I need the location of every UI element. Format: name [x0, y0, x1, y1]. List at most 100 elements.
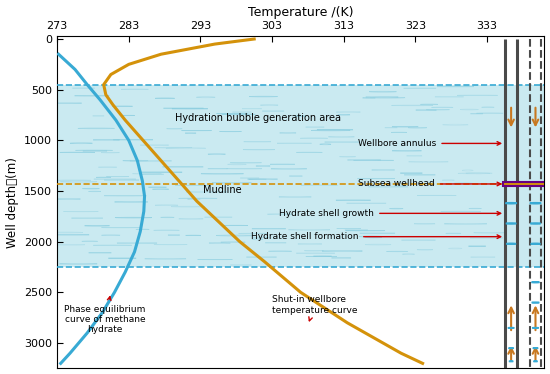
- Ellipse shape: [60, 181, 97, 182]
- Ellipse shape: [230, 162, 261, 163]
- Ellipse shape: [75, 95, 109, 96]
- Text: Mudline: Mudline: [202, 185, 241, 195]
- Ellipse shape: [228, 164, 246, 165]
- Ellipse shape: [432, 107, 453, 108]
- Ellipse shape: [289, 229, 330, 230]
- Text: Shut-in wellbore
temperature curve: Shut-in wellbore temperature curve: [272, 295, 358, 321]
- Ellipse shape: [279, 196, 311, 197]
- Text: Hydrate shell formation: Hydrate shell formation: [251, 232, 500, 241]
- Ellipse shape: [70, 143, 92, 144]
- Ellipse shape: [82, 188, 100, 189]
- Ellipse shape: [248, 179, 278, 180]
- Bar: [503, 182, 550, 186]
- Y-axis label: Well depth／(m): Well depth／(m): [6, 157, 19, 248]
- Ellipse shape: [271, 168, 307, 169]
- Ellipse shape: [421, 104, 438, 105]
- Ellipse shape: [102, 227, 140, 228]
- Bar: [57, 85, 544, 267]
- Text: Hydrate shell growth: Hydrate shell growth: [279, 209, 500, 218]
- Ellipse shape: [435, 96, 464, 97]
- Text: Wellbore annulus: Wellbore annulus: [358, 139, 500, 148]
- Ellipse shape: [130, 160, 172, 161]
- Ellipse shape: [392, 150, 421, 151]
- Ellipse shape: [112, 106, 133, 107]
- Text: Subsea wellhead: Subsea wellhead: [358, 180, 500, 188]
- Ellipse shape: [458, 173, 490, 174]
- Ellipse shape: [359, 236, 382, 237]
- Ellipse shape: [392, 105, 433, 106]
- Ellipse shape: [301, 185, 338, 186]
- Ellipse shape: [403, 254, 415, 255]
- Ellipse shape: [252, 239, 263, 240]
- Ellipse shape: [443, 124, 468, 125]
- Ellipse shape: [249, 96, 278, 97]
- Ellipse shape: [339, 156, 355, 157]
- Ellipse shape: [154, 230, 179, 231]
- Ellipse shape: [145, 258, 186, 259]
- Ellipse shape: [314, 256, 332, 257]
- Ellipse shape: [60, 152, 95, 153]
- Ellipse shape: [336, 111, 360, 113]
- Ellipse shape: [253, 237, 270, 238]
- Ellipse shape: [474, 232, 505, 233]
- Ellipse shape: [391, 132, 407, 133]
- Ellipse shape: [179, 218, 203, 219]
- Ellipse shape: [392, 126, 418, 127]
- Ellipse shape: [221, 242, 245, 243]
- Ellipse shape: [115, 217, 152, 218]
- Ellipse shape: [249, 179, 266, 180]
- Ellipse shape: [389, 208, 403, 209]
- Ellipse shape: [476, 113, 503, 114]
- Ellipse shape: [311, 130, 350, 131]
- Ellipse shape: [78, 128, 114, 129]
- Ellipse shape: [454, 183, 472, 184]
- Ellipse shape: [296, 152, 322, 153]
- Ellipse shape: [449, 248, 462, 249]
- Ellipse shape: [152, 189, 169, 190]
- Ellipse shape: [59, 263, 97, 264]
- Text: Phase equilibrium
curve of methane
hydrate: Phase equilibrium curve of methane hydra…: [64, 297, 146, 334]
- Ellipse shape: [89, 191, 101, 192]
- Ellipse shape: [267, 214, 292, 215]
- Ellipse shape: [417, 249, 433, 250]
- Ellipse shape: [482, 107, 494, 108]
- Ellipse shape: [186, 235, 201, 236]
- Ellipse shape: [369, 91, 397, 92]
- Ellipse shape: [141, 174, 164, 175]
- Ellipse shape: [230, 265, 251, 266]
- Ellipse shape: [387, 251, 408, 252]
- Ellipse shape: [444, 223, 487, 224]
- Ellipse shape: [161, 217, 174, 218]
- Ellipse shape: [222, 114, 255, 115]
- Ellipse shape: [75, 150, 113, 151]
- Ellipse shape: [172, 108, 208, 109]
- Ellipse shape: [346, 230, 385, 231]
- Ellipse shape: [94, 179, 136, 180]
- Ellipse shape: [58, 180, 91, 181]
- Ellipse shape: [268, 251, 292, 252]
- Ellipse shape: [466, 173, 492, 174]
- Ellipse shape: [216, 235, 255, 236]
- Ellipse shape: [155, 205, 178, 206]
- Ellipse shape: [365, 237, 382, 238]
- Ellipse shape: [166, 148, 206, 149]
- Ellipse shape: [460, 109, 478, 110]
- Ellipse shape: [155, 98, 174, 99]
- X-axis label: Temperature /(K): Temperature /(K): [248, 6, 354, 19]
- Ellipse shape: [300, 138, 328, 139]
- Ellipse shape: [244, 141, 271, 142]
- Ellipse shape: [48, 234, 89, 235]
- Ellipse shape: [185, 133, 196, 134]
- Ellipse shape: [47, 232, 82, 233]
- Ellipse shape: [171, 206, 205, 207]
- Ellipse shape: [179, 198, 217, 199]
- Ellipse shape: [133, 173, 161, 174]
- Ellipse shape: [408, 127, 427, 128]
- Ellipse shape: [298, 243, 322, 244]
- Ellipse shape: [441, 211, 481, 212]
- Ellipse shape: [296, 253, 335, 254]
- Ellipse shape: [167, 128, 182, 129]
- Ellipse shape: [196, 97, 215, 98]
- Ellipse shape: [370, 97, 405, 98]
- Ellipse shape: [280, 132, 296, 133]
